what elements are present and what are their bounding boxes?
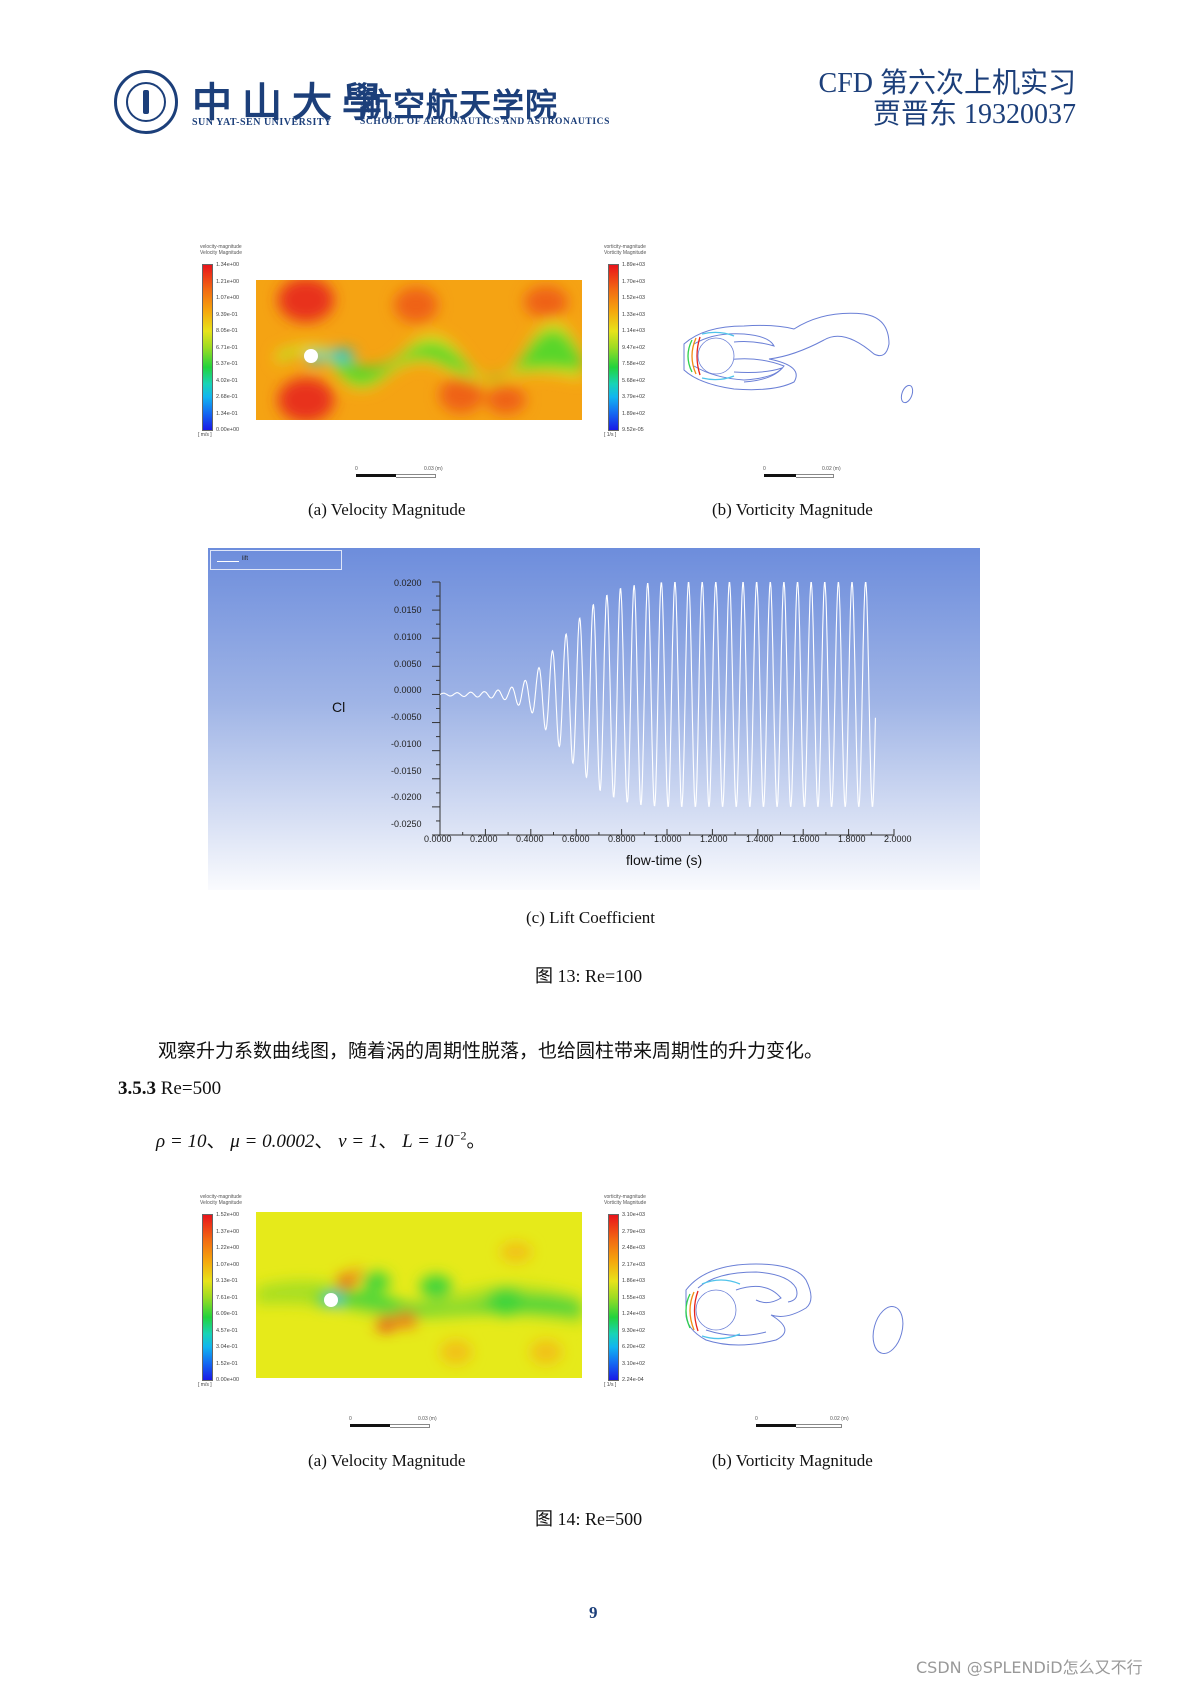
fig13-caption-b: (b) Vorticity Magnitude (712, 500, 873, 519)
velocity-contour-field (256, 280, 582, 420)
velocity-legend-title: velocity-magnitude Velocity Magnitude (200, 1194, 242, 1206)
vorticity-legend-title: vorticity-magnitude Vorticity Magnitude (604, 244, 647, 256)
chart-plot-area (432, 581, 895, 836)
fig13-caption-c: (c) Lift Coefficient (526, 908, 656, 927)
velocity-colorbar-labels: 1.34e+00 1.21e+00 1.07e+00 9.39e-01 8.05… (216, 262, 240, 433)
university-name-en: SUN YAT-SEN UNIVERSITY (192, 117, 332, 128)
vorticity-contour-lines (683, 312, 914, 404)
legend-line-swatch (217, 561, 239, 562)
author-line: 贾晋东 19320037 (872, 99, 1076, 130)
course-title: CFD 第六次上机实习 (818, 68, 1076, 99)
vorticity-colorbar-labels: 1.89e+03 1.70e+03 1.52e+03 1.33e+03 1.14… (622, 262, 646, 433)
velocity-legend-title: velocity-magnitude Velocity Magnitude (200, 244, 242, 256)
fig14-vorticity-panel: vorticity-magnitude Vorticity Magnitude … (604, 1192, 984, 1432)
vorticity-contour-lines (685, 1263, 904, 1354)
fig13-title: 图 13: Re=100 (535, 966, 643, 986)
body-paragraph: 观察升力系数曲线图，随着涡的周期性脱落，也给圆柱带来周期性的升力变化。 (158, 1040, 824, 1062)
velocity-colorbar-labels: 1.52e+00 1.37e+00 1.22e+00 1.07e+00 9.13… (216, 1212, 240, 1383)
velocity-colorbar (202, 264, 213, 431)
section-title: Re=500 (160, 1078, 222, 1099)
fig14-velocity-panel: velocity-magnitude Velocity Magnitude 1.… (196, 1192, 596, 1432)
fig13-caption-a: (a) Velocity Magnitude (308, 500, 466, 519)
velocity-scale-bar: 0 0.03 (m) (349, 1416, 437, 1428)
section-heading: 3.5.3 Re=500 (118, 1078, 221, 1100)
vorticity-scale-bar: 0 0.02 (m) (755, 1416, 849, 1428)
vorticity-unit: [ 1/s ] (604, 432, 617, 438)
university-name-cn: 中山大學 (192, 79, 392, 126)
fig14-caption-b: (b) Vorticity Magnitude (712, 1451, 873, 1470)
velocity-colorbar (202, 1214, 213, 1381)
vorticity-colorbar-labels: 3.10e+03 2.79e+03 2.48e+03 2.17e+03 1.86… (622, 1212, 646, 1383)
fig13-velocity-panel: velocity-magnitude Velocity Magnitude 1.… (196, 242, 596, 482)
fig14-caption-a: (a) Velocity Magnitude (308, 1451, 466, 1470)
vorticity-unit: [ 1/s ] (604, 1382, 617, 1388)
csdn-watermark: CSDN @SPLENDiD怎么又不行 (916, 1658, 1143, 1677)
velocity-contour-field (256, 1212, 582, 1378)
fig14-title: 图 14: Re=500 (535, 1509, 643, 1529)
vorticity-scale-bar: 0 0.02 (m) (763, 466, 841, 478)
vorticity-legend-title: vorticity-magnitude Vorticity Magnitude (604, 1194, 647, 1206)
velocity-unit: [ m/s ] (198, 1382, 212, 1388)
section-number: 3.5.3 (118, 1078, 156, 1099)
vorticity-colorbar (608, 1214, 619, 1381)
legend-label: lift (242, 556, 248, 562)
x-axis-title: flow-time (s) (626, 852, 703, 868)
lift-series-line (439, 582, 876, 807)
velocity-scale-bar: 0 0.03 (m) (355, 466, 443, 478)
university-seal-logo (114, 70, 178, 134)
lift-coefficient-chart: lift 0.0200 0.0150 0.0100 0.0050 0.0000 … (208, 548, 980, 890)
school-name-cn: 航空航天学院 (360, 86, 559, 124)
parameters-formula: ρ = 10、 μ = 0.0002、 v = 1、 L = 10−2。 (156, 1128, 486, 1152)
header-right: CFD 第六次上机实习 贾晋东 19320037 (819, 68, 1076, 130)
chart-legend: lift (210, 550, 342, 570)
vorticity-colorbar (608, 264, 619, 431)
y-axis-title: Cl (332, 699, 346, 715)
school-name-en: SCHOOL OF AERONAUTICS AND ASTRONAUTICS (360, 117, 610, 127)
velocity-unit: [ m/s ] (198, 432, 212, 438)
page-number: 9 (589, 1603, 598, 1622)
fig13-vorticity-panel: vorticity-magnitude Vorticity Magnitude … (604, 242, 984, 482)
